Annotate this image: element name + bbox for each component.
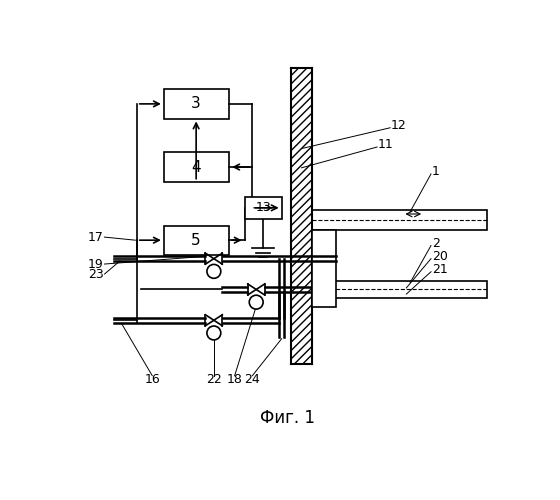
Text: 22: 22 xyxy=(206,373,222,386)
Bar xyxy=(312,281,487,298)
Bar xyxy=(164,226,229,255)
Polygon shape xyxy=(248,284,265,295)
Circle shape xyxy=(207,326,221,340)
Bar xyxy=(245,197,282,218)
Polygon shape xyxy=(206,315,222,326)
Text: 1: 1 xyxy=(432,165,440,178)
Text: 4: 4 xyxy=(192,160,201,174)
Bar xyxy=(312,210,487,230)
Text: 12: 12 xyxy=(391,119,407,132)
Text: 13: 13 xyxy=(255,202,271,214)
Text: 5: 5 xyxy=(192,232,201,248)
Text: 23: 23 xyxy=(88,268,104,280)
Circle shape xyxy=(207,264,221,278)
Bar xyxy=(291,68,312,364)
Text: 11: 11 xyxy=(378,138,394,151)
Text: 18: 18 xyxy=(227,373,242,386)
Circle shape xyxy=(249,295,263,309)
Text: 16: 16 xyxy=(144,373,160,386)
Text: 17: 17 xyxy=(88,230,104,243)
Text: 20: 20 xyxy=(432,250,447,263)
Text: 2: 2 xyxy=(432,237,440,250)
Polygon shape xyxy=(206,253,222,264)
Text: 24: 24 xyxy=(245,373,260,386)
Bar xyxy=(164,90,229,118)
Bar xyxy=(164,152,229,182)
Text: Фиг. 1: Фиг. 1 xyxy=(259,409,315,427)
Text: 3: 3 xyxy=(192,96,201,112)
Bar xyxy=(312,230,335,307)
Text: 21: 21 xyxy=(432,263,447,276)
Text: 19: 19 xyxy=(88,258,104,270)
